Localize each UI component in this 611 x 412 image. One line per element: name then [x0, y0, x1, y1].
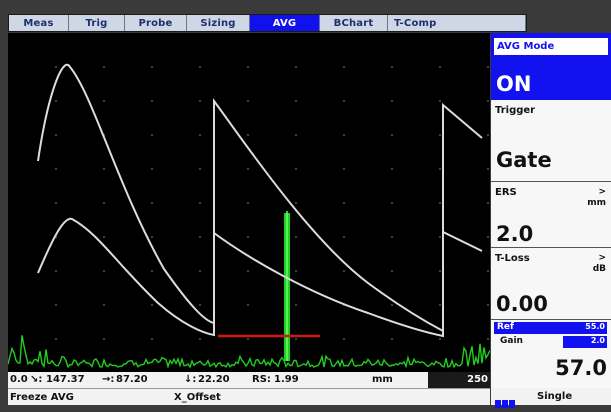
surface-distance-icon: →: — [102, 374, 115, 385]
rs-value: 1.99 — [274, 374, 299, 385]
mode-label: Single — [537, 391, 573, 402]
a-scan-display — [8, 33, 490, 372]
unit-label: mm — [372, 374, 393, 385]
tab-sizing[interactable]: Sizing — [187, 15, 250, 31]
depth-value: 22.20 — [198, 374, 230, 385]
tab-probe[interactable]: Probe — [125, 15, 187, 31]
avg-mode-value: ON — [496, 72, 532, 96]
tloss-title: T-Loss — [495, 253, 530, 264]
tloss-unit-label: dB — [592, 264, 606, 274]
avg-mode-control[interactable]: AVG Mode ON — [491, 33, 611, 100]
sound-path-icon: ↘: — [30, 374, 43, 385]
tloss-unit: > dB — [593, 253, 606, 275]
ref-value: 55.0 — [585, 322, 605, 331]
avg-curve-lower — [37, 217, 483, 338]
rs-label: RS: — [252, 374, 271, 385]
tloss-control[interactable]: T-Loss > dB 0.00 — [491, 247, 611, 319]
ers-unit: > mm — [587, 187, 606, 209]
status-left: Freeze AVG — [10, 392, 74, 403]
tab-meas[interactable]: Meas — [9, 15, 69, 31]
ers-unit-label: mm — [587, 198, 606, 208]
gain-step[interactable]: 2.0 — [563, 336, 607, 348]
gain-label: Gain — [500, 336, 523, 346]
grid-dots — [55, 66, 489, 340]
status-center: X_Offset — [174, 392, 221, 403]
ers-arrow: > — [598, 187, 606, 197]
a-scan-plot — [8, 64, 490, 369]
status-bar: Freeze AVG X_Offset — [8, 388, 490, 405]
ers-title: ERS — [495, 187, 517, 198]
ref-bar: Ref 55.0 — [494, 322, 607, 334]
range-start: 0.0 — [10, 374, 28, 385]
measurement-readout: 0.0 ↘: 147.37 →: 87.20 ↓: 22.20 RS: 1.99… — [8, 372, 490, 388]
avg-curve-upper — [37, 64, 483, 333]
battery-icon — [495, 393, 516, 412]
ers-value: 2.0 — [496, 222, 534, 246]
sound-path-value: 147.37 — [46, 374, 85, 385]
single-mode-indicator[interactable]: Single — [491, 388, 611, 408]
tab-trig[interactable]: Trig — [69, 15, 125, 31]
gain-row: Gain 2.0 — [494, 336, 607, 348]
trigger-title: Trigger — [495, 105, 536, 116]
menu-tab-bar: Meas Trig Probe Sizing AVG BChart T-Comp — [8, 14, 527, 32]
tab-bchart[interactable]: BChart — [320, 15, 388, 31]
depth-icon: ↓: — [184, 374, 197, 385]
gain-control[interactable]: Ref 55.0 Gain 2.0 57.0 — [491, 319, 611, 388]
tab-avg[interactable]: AVG — [250, 15, 320, 31]
signal-noise-floor — [8, 335, 490, 369]
avg-mode-title: AVG Mode — [494, 38, 608, 55]
ers-control[interactable]: ERS > mm 2.0 — [491, 181, 611, 247]
trigger-value: Gate — [496, 148, 552, 172]
tab-tcomp[interactable]: T-Comp — [388, 15, 526, 31]
trigger-control[interactable]: Trigger Gate — [491, 100, 611, 181]
surface-distance-value: 87.20 — [116, 374, 148, 385]
range-end: 250 — [428, 372, 490, 388]
tloss-value: 0.00 — [496, 292, 548, 316]
gain-value: 57.0 — [555, 356, 607, 380]
parameter-panel: AVG Mode ON Trigger Gate ERS > mm 2.0 T-… — [491, 33, 611, 408]
tloss-arrow: > — [598, 253, 606, 263]
ref-label: Ref — [497, 322, 514, 332]
